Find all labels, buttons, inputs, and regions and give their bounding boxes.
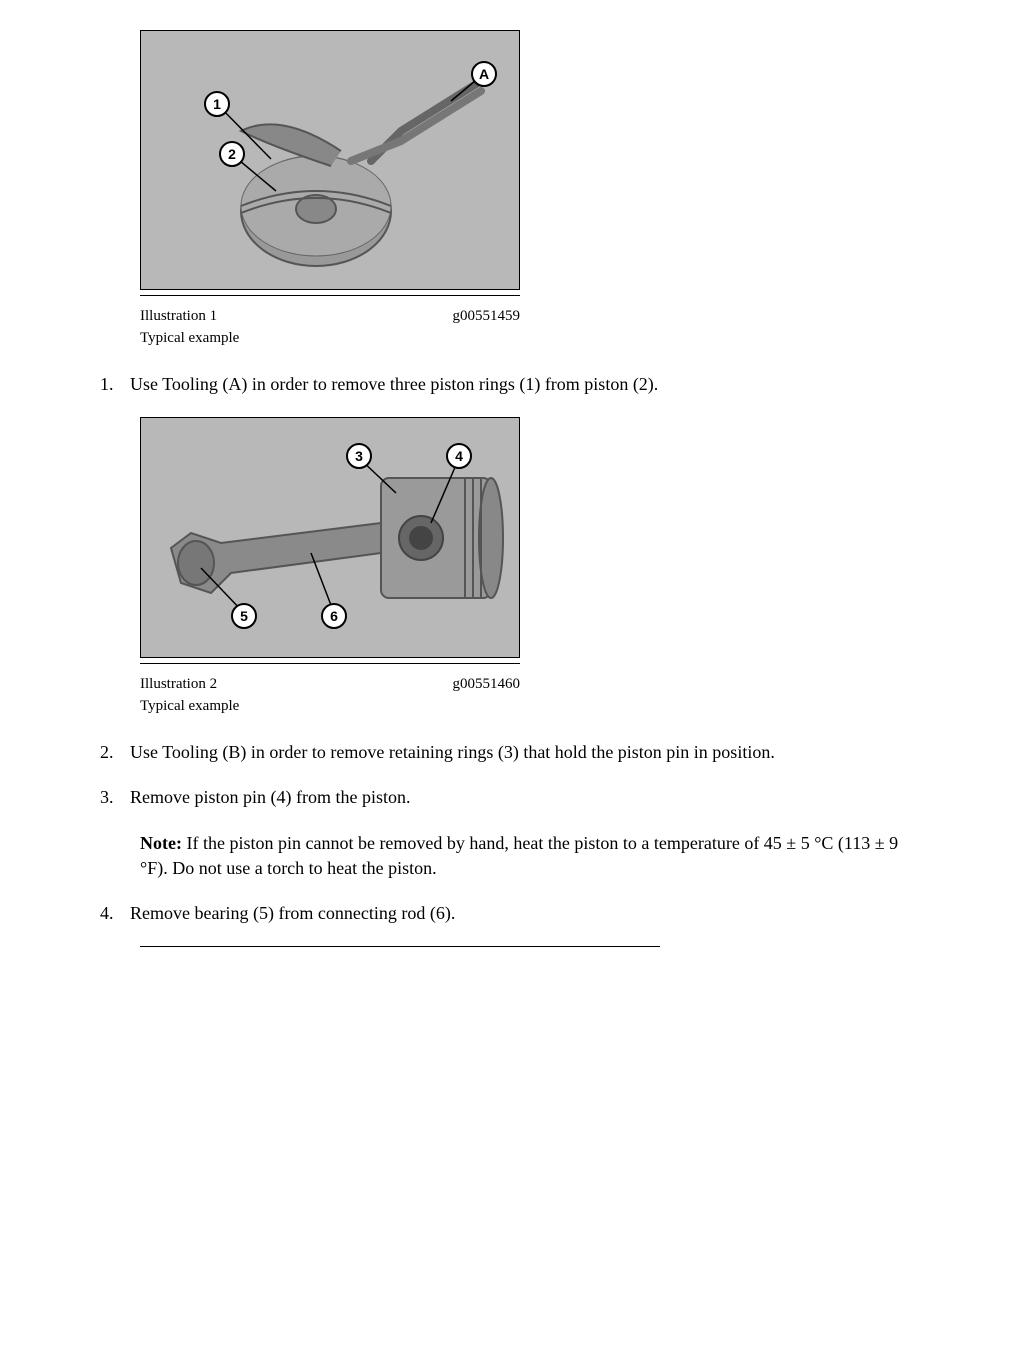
illustration-1-caption-row: Illustration 1 g00551459	[140, 308, 520, 325]
callout-2: 2	[219, 141, 245, 167]
note-block: Note: If the piston pin cannot be remove…	[140, 831, 924, 881]
illustration-1-code: g00551459	[453, 308, 521, 325]
step-3-number: 3.	[100, 785, 130, 810]
illustration-1-subcaption: Typical example	[140, 330, 924, 347]
illustration-1-block: A 1 2 Illustration 1 g00551459 Typical e…	[140, 30, 924, 347]
illustration-2-label: Illustration 2	[140, 676, 217, 693]
note-label: Note:	[140, 833, 182, 853]
callout-A: A	[471, 61, 497, 87]
callout-5: 5	[231, 603, 257, 629]
illustration-2-divider-bottom	[140, 663, 520, 664]
callout-6: 6	[321, 603, 347, 629]
illustration-2-caption-row: Illustration 2 g00551460	[140, 676, 520, 693]
callout-1: 1	[204, 91, 230, 117]
illustration-1-svg	[141, 31, 520, 290]
illustration-2-image: 3 4 5 6	[140, 418, 520, 658]
illustration-1-divider	[140, 295, 520, 296]
step-2-number: 2.	[100, 740, 130, 765]
step-3: 3. Remove piston pin (4) from the piston…	[100, 785, 924, 810]
final-divider	[140, 946, 660, 947]
step-2: 2. Use Tooling (B) in order to remove re…	[100, 740, 924, 765]
note-text: If the piston pin cannot be removed by h…	[140, 833, 898, 878]
illustration-1-label: Illustration 1	[140, 308, 217, 325]
step-1-number: 1.	[100, 372, 130, 397]
step-1-text: Use Tooling (A) in order to remove three…	[130, 372, 924, 397]
illustration-1-image: A 1 2	[140, 30, 520, 290]
step-3-text: Remove piston pin (4) from the piston.	[130, 785, 924, 810]
illustration-2-subcaption: Typical example	[140, 698, 924, 715]
callout-4: 4	[446, 443, 472, 469]
step-4-text: Remove bearing (5) from connecting rod (…	[130, 901, 924, 926]
illustration-2-code: g00551460	[453, 676, 521, 693]
step-1: 1. Use Tooling (A) in order to remove th…	[100, 372, 924, 397]
illustration-2-block: 3 4 5 6 Illustration 2 g00551460 Typical…	[140, 417, 924, 715]
step-4-number: 4.	[100, 901, 130, 926]
callout-3: 3	[346, 443, 372, 469]
step-2-text: Use Tooling (B) in order to remove retai…	[130, 740, 924, 765]
step-4: 4. Remove bearing (5) from connecting ro…	[100, 901, 924, 926]
